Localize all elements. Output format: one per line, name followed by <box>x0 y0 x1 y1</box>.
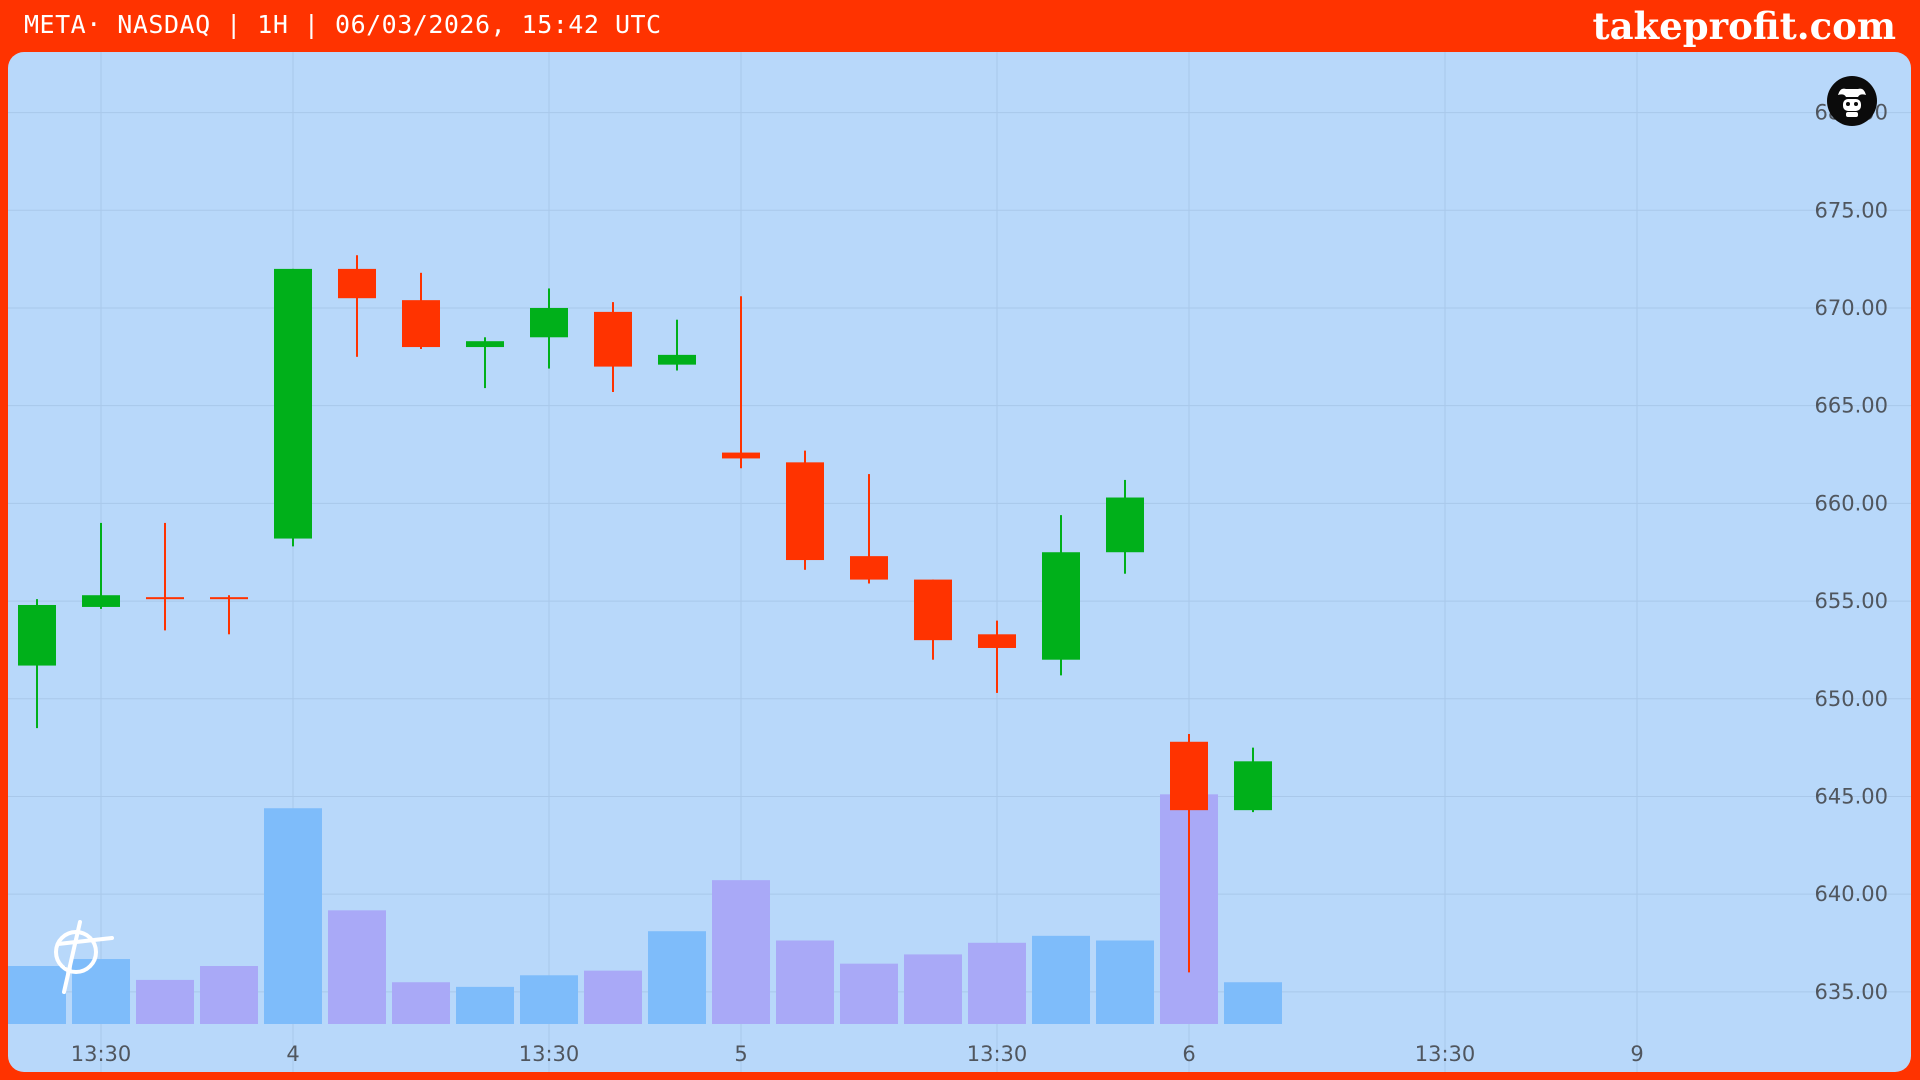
volume-bars <box>8 794 1282 1024</box>
volume-bar <box>1224 982 1282 1024</box>
x-tick-label: 9 <box>1630 1042 1643 1066</box>
candle-body <box>722 452 760 459</box>
candle-body <box>338 268 376 299</box>
candle-body <box>274 268 312 539</box>
y-tick-label: 645.00 <box>1815 784 1888 808</box>
candle-body <box>1106 497 1144 553</box>
candle-body <box>210 597 248 600</box>
volume-bar <box>904 954 962 1024</box>
volume-bar <box>328 910 386 1024</box>
volume-bar <box>264 808 322 1024</box>
candle <box>1042 515 1080 676</box>
candle <box>1170 733 1208 973</box>
x-axis-labels: 13:30 4 13:30 5 13:30 6 13:30 9 <box>71 1042 1644 1066</box>
candle <box>146 522 184 631</box>
volume-bar <box>8 966 66 1024</box>
y-tick-label: 665.00 <box>1815 394 1888 418</box>
candle <box>210 595 248 635</box>
volume-bar <box>968 942 1026 1024</box>
candle-body <box>850 556 888 580</box>
candle-body <box>146 597 184 600</box>
candle <box>594 302 632 392</box>
candle-body <box>1042 552 1080 660</box>
candle-body <box>402 300 440 348</box>
candle <box>1234 747 1272 813</box>
candle <box>338 255 376 357</box>
candle-body <box>82 595 120 607</box>
candle <box>722 296 760 469</box>
x-tick-label: 13:30 <box>1415 1042 1476 1066</box>
candle <box>786 450 824 570</box>
candle-body <box>466 341 504 348</box>
candle <box>850 474 888 584</box>
x-tick-label: 4 <box>286 1042 299 1066</box>
candle <box>978 620 1016 693</box>
volume-bar <box>712 880 770 1024</box>
volume-bar <box>648 931 706 1024</box>
candle <box>82 522 120 609</box>
volume-bar <box>456 986 514 1024</box>
candle <box>18 599 56 729</box>
candle <box>274 268 312 547</box>
volume-bar <box>392 982 450 1024</box>
candle-body <box>1170 741 1208 811</box>
y-tick-label: 660.00 <box>1815 491 1888 515</box>
y-tick-label: 640.00 <box>1815 882 1888 906</box>
takeprofit-logo-icon <box>54 920 114 994</box>
volume-bar <box>840 963 898 1024</box>
candle <box>914 579 952 660</box>
volume-bar <box>776 940 834 1024</box>
top-bar: META· NASDAQ | 1H | 06/03/2026, 15:42 UT… <box>0 0 1920 52</box>
y-tick-label: 650.00 <box>1815 687 1888 711</box>
y-tick-label: 635.00 <box>1815 980 1888 1004</box>
candle-body <box>786 462 824 561</box>
volume-bar <box>136 979 194 1024</box>
candlesticks <box>18 255 1272 973</box>
candle-body <box>658 354 696 365</box>
ticker-info: META· NASDAQ | 1H | 06/03/2026, 15:42 UT… <box>24 10 662 39</box>
candle-body <box>18 604 56 666</box>
candle <box>402 272 440 350</box>
brand-name: takeprofit.com <box>1592 4 1896 48</box>
x-tick-label: 6 <box>1182 1042 1195 1066</box>
candle <box>466 337 504 389</box>
x-tick-label: 13:30 <box>967 1042 1028 1066</box>
candle-body <box>594 311 632 367</box>
x-tick-label: 13:30 <box>519 1042 580 1066</box>
y-tick-label: 670.00 <box>1815 296 1888 320</box>
candle-body <box>1234 761 1272 811</box>
candle-body <box>530 307 568 338</box>
x-tick-label: 5 <box>734 1042 747 1066</box>
price-chart[interactable]: 680.00675.00670.00665.00660.00655.00650.… <box>8 52 1911 1072</box>
bull-mascot-icon <box>1827 76 1877 126</box>
volume-bar <box>200 966 258 1024</box>
x-tick-label: 13:30 <box>71 1042 132 1066</box>
candle <box>1106 479 1144 574</box>
candle-body <box>978 634 1016 648</box>
volume-bar <box>520 975 578 1024</box>
volume-bar <box>1032 935 1090 1024</box>
y-tick-label: 655.00 <box>1815 589 1888 613</box>
candle <box>658 319 696 371</box>
candle-body <box>914 579 952 641</box>
volume-bar <box>1096 940 1154 1024</box>
chart-panel[interactable]: 680.00675.00670.00665.00660.00655.00650.… <box>8 52 1911 1072</box>
volume-bar <box>584 970 642 1024</box>
y-tick-label: 675.00 <box>1815 198 1888 222</box>
y-axis-labels: 680.00675.00670.00665.00660.00655.00650.… <box>1815 101 1888 1004</box>
candle <box>530 288 568 369</box>
